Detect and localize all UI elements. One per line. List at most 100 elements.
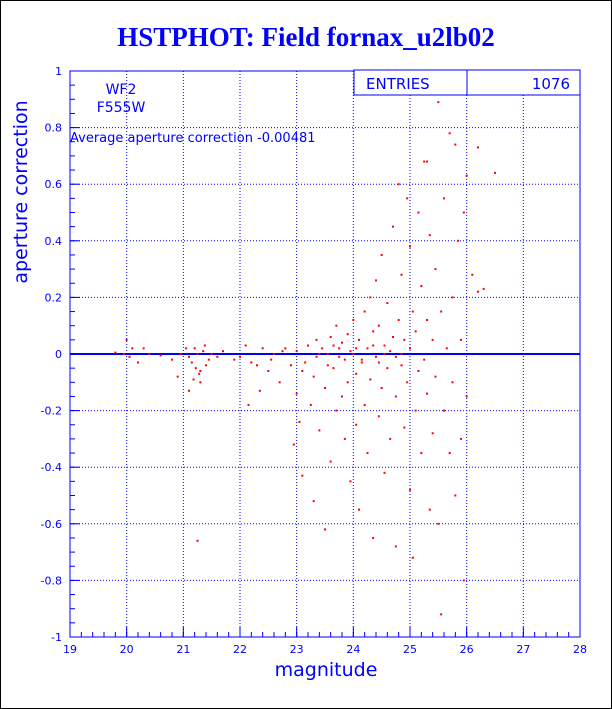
data-point: [301, 369, 304, 372]
data-point: [406, 381, 409, 384]
data-point: [233, 358, 236, 361]
filter-annotation: F555W: [97, 100, 146, 116]
data-point: [383, 353, 386, 355]
data-point: [477, 146, 479, 149]
data-point: [239, 355, 241, 358]
data-point: [295, 392, 298, 395]
data-point: [270, 358, 273, 361]
data-point: [372, 344, 375, 347]
data-point: [338, 355, 341, 358]
data-point: [137, 361, 139, 364]
y-tick-label-0.8: 0.8: [45, 122, 63, 135]
data-point: [394, 395, 397, 398]
data-point: [443, 409, 445, 412]
data-point: [343, 358, 346, 361]
data-point: [406, 197, 409, 200]
data-point: [114, 351, 117, 354]
data-point: [462, 579, 465, 582]
data-point: [437, 522, 440, 525]
data-point: [199, 369, 202, 372]
data-point: [375, 279, 377, 282]
y-tick-label-0.2: 0.2: [45, 291, 63, 304]
data-point: [409, 488, 411, 491]
data-point: [292, 443, 295, 446]
data-point: [159, 354, 162, 357]
data-point: [400, 364, 403, 367]
data-point: [261, 347, 264, 350]
data-point: [417, 211, 420, 214]
data-point: [369, 378, 372, 381]
data-point: [324, 528, 326, 531]
data-point: [326, 364, 329, 367]
data-point: [190, 361, 193, 364]
chip-annotation: WF2: [106, 82, 137, 98]
data-point: [326, 353, 329, 355]
data-point: [193, 347, 196, 350]
data-point: [471, 273, 474, 276]
data-point: [332, 367, 335, 370]
data-point: [352, 353, 355, 355]
data-point: [125, 338, 128, 341]
data-point: [250, 361, 253, 364]
y-tick-label--0.4: -0.4: [41, 461, 62, 474]
data-point: [394, 545, 397, 548]
data-point: [179, 353, 182, 355]
data-point: [400, 353, 403, 355]
data-point: [205, 364, 207, 367]
data-point: [380, 386, 383, 389]
data-point: [309, 403, 312, 406]
data-point: [403, 426, 406, 429]
data-point: [409, 245, 411, 248]
data-point: [284, 347, 287, 350]
data-point: [426, 160, 428, 163]
data-point: [394, 355, 397, 358]
data-point: [194, 367, 197, 370]
data-point: [428, 508, 431, 511]
data-point: [222, 350, 224, 353]
data-point: [148, 353, 151, 355]
data-point: [363, 403, 366, 406]
data-point: [431, 338, 434, 341]
data-point: [383, 471, 386, 474]
data-point: [188, 355, 190, 358]
data-point: [267, 369, 270, 372]
data-point: [494, 171, 496, 174]
data-point: [465, 174, 468, 177]
data-point: [440, 613, 443, 616]
data-point: [258, 389, 261, 392]
data-point: [380, 253, 383, 256]
x-tick-label-19: 19: [63, 643, 77, 656]
stats-box: ENTRIES 1076: [353, 69, 581, 96]
data-point: [349, 480, 352, 483]
data-point: [366, 452, 369, 455]
data-point: [445, 347, 448, 350]
data-point: [443, 197, 445, 200]
data-point: [290, 364, 292, 367]
data-point: [386, 302, 389, 305]
data-point: [386, 367, 389, 370]
data-point: [375, 355, 377, 358]
data-point: [273, 353, 275, 355]
data-point: [448, 452, 451, 455]
data-point: [315, 338, 318, 341]
data-point: [307, 344, 309, 347]
data-point: [363, 310, 366, 313]
data-point: [176, 375, 179, 378]
data-point: [440, 310, 443, 313]
data-point: [346, 381, 349, 384]
data-point: [414, 409, 417, 412]
average-annotation: Average aperture correction -0.00481: [70, 131, 316, 146]
x-tick-label-23: 23: [290, 643, 304, 656]
data-point: [335, 324, 338, 327]
x-tick-label-27: 27: [516, 643, 530, 656]
data-point: [341, 395, 343, 398]
x-tick-label-28: 28: [573, 643, 587, 656]
data-point: [434, 375, 437, 378]
data-point: [142, 347, 145, 350]
data-point: [426, 392, 428, 395]
data-point: [420, 452, 423, 455]
x-axis-label: magnitude: [275, 659, 378, 681]
y-axis-label: aperture correction: [10, 100, 32, 283]
y-tick-label--0.8: -0.8: [41, 574, 62, 587]
